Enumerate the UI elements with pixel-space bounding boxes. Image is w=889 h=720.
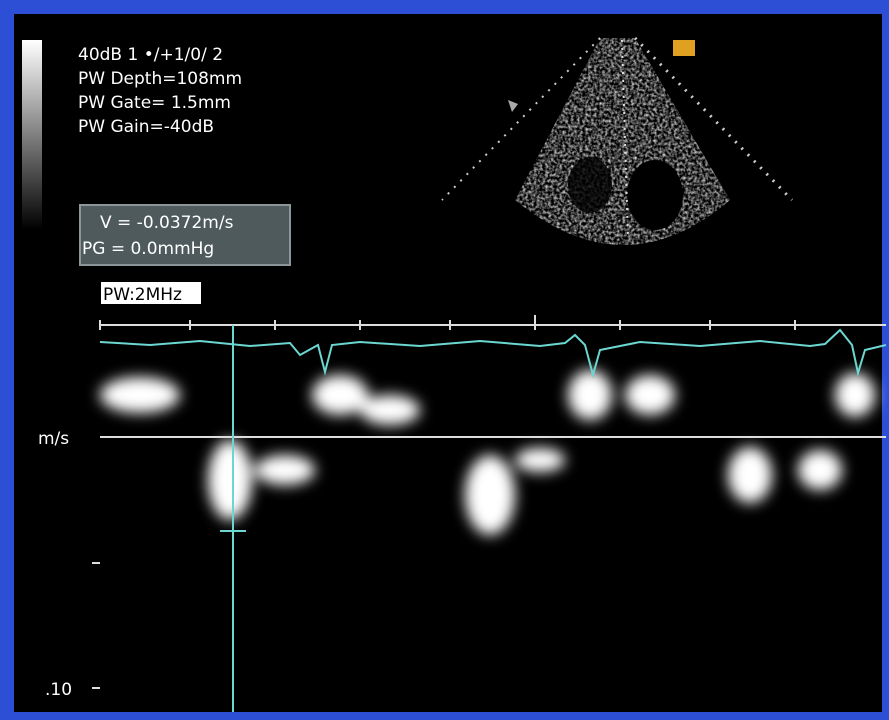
velocity: V = -0.0372m/s (100, 213, 234, 233)
ultrasound-screen: 40dB 1 •/+1/0/ 2 PW Depth=108mm PW Gate=… (0, 0, 889, 720)
setting: 40dB 1 •/+1/0/ 2 (78, 45, 223, 65)
axis-unit: m/s (38, 429, 69, 449)
mode-label: PW:2MHz (103, 285, 182, 305)
gray-scale-bar (22, 40, 42, 230)
gradient: PG = 0.0mmHg (82, 239, 214, 259)
axis-tick: .10 (45, 680, 72, 700)
setting: PW Gate= 1.5mm (78, 93, 231, 113)
setting: PW Depth=108mm (78, 69, 242, 89)
setting: PW Gain=-40dB (78, 117, 214, 137)
